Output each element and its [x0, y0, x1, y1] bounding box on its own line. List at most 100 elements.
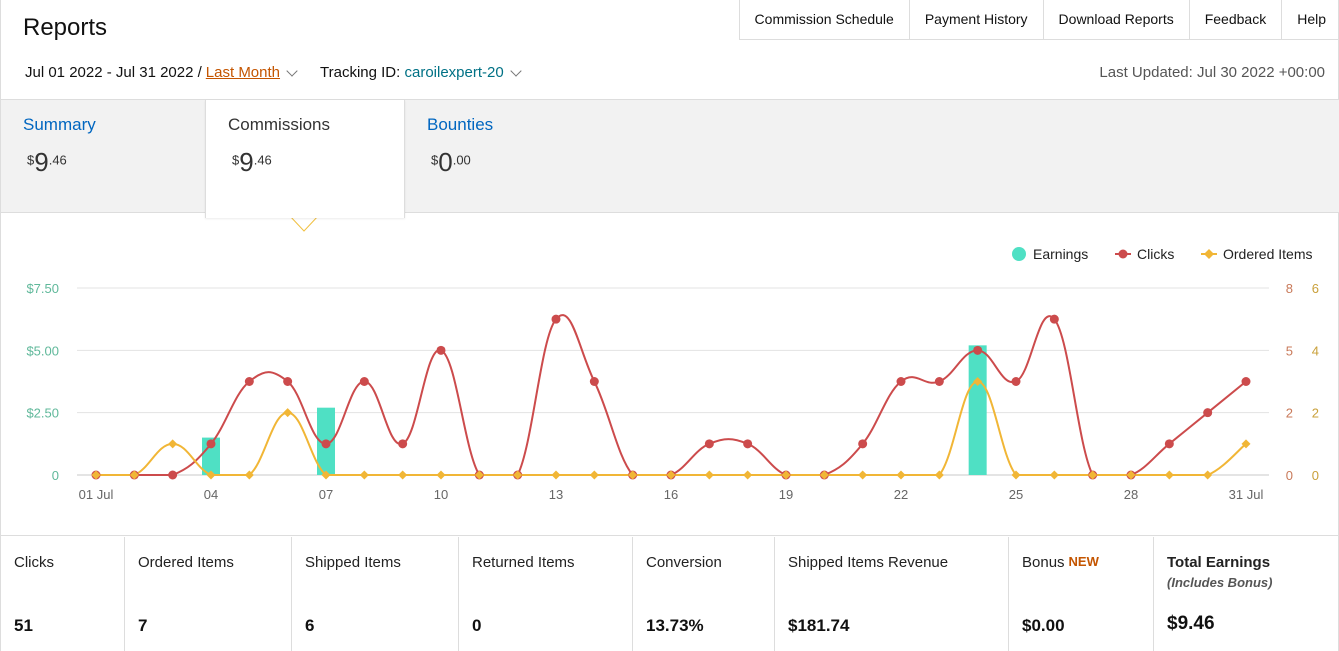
- stat-value: $0.00: [1022, 616, 1065, 635]
- ordered-point: [283, 408, 293, 418]
- earnings-chart: 0 0 0$2.50 2 2$5.00 5 4$7.50 8 601 Jul 04 07 10 13 16…: [26, 214, 1319, 502]
- tab-pointer-notch: [288, 214, 320, 232]
- clicks-point: [551, 314, 561, 324]
- clicks-point: [934, 377, 944, 386]
- ordered-point: [858, 470, 868, 480]
- x-tick-label: 22: [894, 487, 908, 502]
- ordered-point: [359, 470, 369, 480]
- stat-conversion: Conversion 13.73%: [633, 537, 775, 651]
- clicks-point: [398, 439, 408, 449]
- ordered-point: [551, 470, 561, 480]
- y-right-ordered-tick-label: 2: [1312, 406, 1319, 421]
- stat-shipped-items: Shipped Items 6: [292, 537, 459, 651]
- ordered-point: [589, 470, 599, 480]
- ordered-point: [973, 377, 983, 386]
- ordered-point: [1241, 439, 1251, 449]
- y-right-ordered-tick-label: 4: [1312, 343, 1319, 358]
- stat-label: Shipped Items: [305, 554, 401, 571]
- payment-history-button[interactable]: Payment History: [910, 0, 1044, 39]
- stat-label: Ordered Items: [138, 554, 234, 571]
- stat-value: 51: [14, 616, 33, 635]
- clicks-point: [244, 377, 254, 386]
- earnings-bar: [968, 345, 987, 475]
- tab-commissions-label: Commissions: [228, 115, 331, 134]
- stat-sublabel: (Includes Bonus): [1167, 575, 1273, 590]
- x-tick-label: 16: [664, 487, 678, 502]
- stat-returned-items: Returned Items 0: [459, 537, 633, 651]
- stat-total-earnings: Total Earnings (Includes Bonus) $9.46: [1154, 537, 1339, 651]
- clicks-point: [704, 439, 714, 449]
- clicks-point: [359, 377, 369, 386]
- clicks-point: [1241, 377, 1251, 386]
- ordered-point: [743, 470, 753, 480]
- ordered-point: [91, 470, 101, 480]
- date-range-text: Jul 01 2022 - Jul 31 2022 /: [25, 64, 202, 81]
- tab-summary-label: Summary: [23, 115, 96, 134]
- ordered-point: [168, 439, 178, 449]
- y-left-tick-label: 0: [52, 468, 59, 483]
- tab-commissions[interactable]: Commissions $9.46: [205, 100, 405, 218]
- ordered-point: [129, 470, 139, 480]
- ordered-point: [513, 470, 523, 480]
- ordered-point: [244, 470, 254, 480]
- stat-label: Conversion: [646, 554, 722, 571]
- ordered-point: [1088, 470, 1098, 480]
- tab-bounties[interactable]: Bounties $0.00: [405, 100, 605, 212]
- chevron-down-icon[interactable]: [510, 65, 522, 77]
- stat-ordered-items: Ordered Items 7: [125, 537, 292, 651]
- y-right-ordered-tick-label: 6: [1312, 281, 1319, 296]
- last-updated-text: Last Updated: Jul 30 2022 +00:00: [1099, 64, 1325, 81]
- x-tick-label: 28: [1124, 487, 1138, 502]
- legend-label: Earnings: [1033, 246, 1088, 262]
- commission-schedule-button[interactable]: Commission Schedule: [740, 0, 910, 39]
- clicks-point: [973, 345, 983, 355]
- clicks-series-line: [96, 314, 1247, 476]
- x-tick-label: 13: [549, 487, 563, 502]
- earnings-chart-panel: 0 0 0 $2.50 2 2 $5.00 5 4 $7.50 8 6 01 Jul 04 07 10 13 16…: [1, 213, 1339, 536]
- legend-earnings-swatch: [1012, 247, 1026, 261]
- legend-ordered-swatch: [1204, 249, 1214, 259]
- chevron-down-icon[interactable]: [286, 65, 298, 77]
- clicks-point: [436, 345, 446, 355]
- new-badge: NEW: [1068, 554, 1099, 569]
- ordered-point: [819, 470, 829, 480]
- ordered-point: [628, 470, 638, 480]
- ordered-point: [398, 470, 408, 480]
- stat-label: Returned Items: [472, 554, 575, 571]
- stat-value: 0: [472, 616, 482, 635]
- legend-clicks-swatch: [1118, 249, 1128, 259]
- x-tick-label: 10: [434, 487, 448, 502]
- stat-label: Shipped Items Revenue: [788, 554, 949, 571]
- download-reports-button[interactable]: Download Reports: [1044, 0, 1190, 39]
- legend-label: Ordered Items: [1223, 246, 1312, 262]
- clicks-point: [896, 377, 906, 386]
- tab-bounties-label: Bounties: [427, 115, 494, 134]
- earnings-bar: [202, 437, 220, 475]
- commissions-amount: $9.46: [232, 147, 272, 177]
- stat-value: $9.46: [1167, 613, 1215, 634]
- ordered-point: [896, 470, 906, 480]
- ordered-point: [666, 470, 676, 480]
- feedback-button[interactable]: Feedback: [1190, 0, 1283, 39]
- y-left-tick-label: $2.50: [26, 406, 59, 421]
- y-right-clicks-tick-label: 2: [1286, 406, 1293, 421]
- tracking-id-value[interactable]: caroilexpert-20: [404, 64, 504, 81]
- date-range-dropdown[interactable]: Last Month: [205, 64, 281, 81]
- summary-amount: $9.46: [27, 147, 67, 177]
- ordered-point: [1164, 470, 1174, 480]
- clicks-point: [858, 439, 868, 449]
- page-title: Reports: [23, 14, 108, 41]
- help-button[interactable]: Help: [1297, 11, 1326, 27]
- clicks-point: [589, 377, 599, 386]
- tracking-id-selector[interactable]: Tracking ID: caroilexpert-20: [320, 64, 504, 81]
- stat-clicks: Clicks 51: [1, 537, 125, 651]
- clicks-point: [1164, 439, 1174, 449]
- tab-summary[interactable]: Summary $9.46: [1, 100, 206, 212]
- report-tabs: Summary $9.46 Commissions $9.46 Bounties…: [1, 99, 1339, 218]
- x-tick-label: 01 Jul: [79, 487, 114, 502]
- ordered-point: [436, 470, 446, 480]
- stat-bonus: Bonus NEW $0.00: [1009, 537, 1154, 651]
- clicks-point: [321, 439, 331, 449]
- clicks-point: [743, 439, 753, 449]
- stat-value: 6: [305, 616, 315, 635]
